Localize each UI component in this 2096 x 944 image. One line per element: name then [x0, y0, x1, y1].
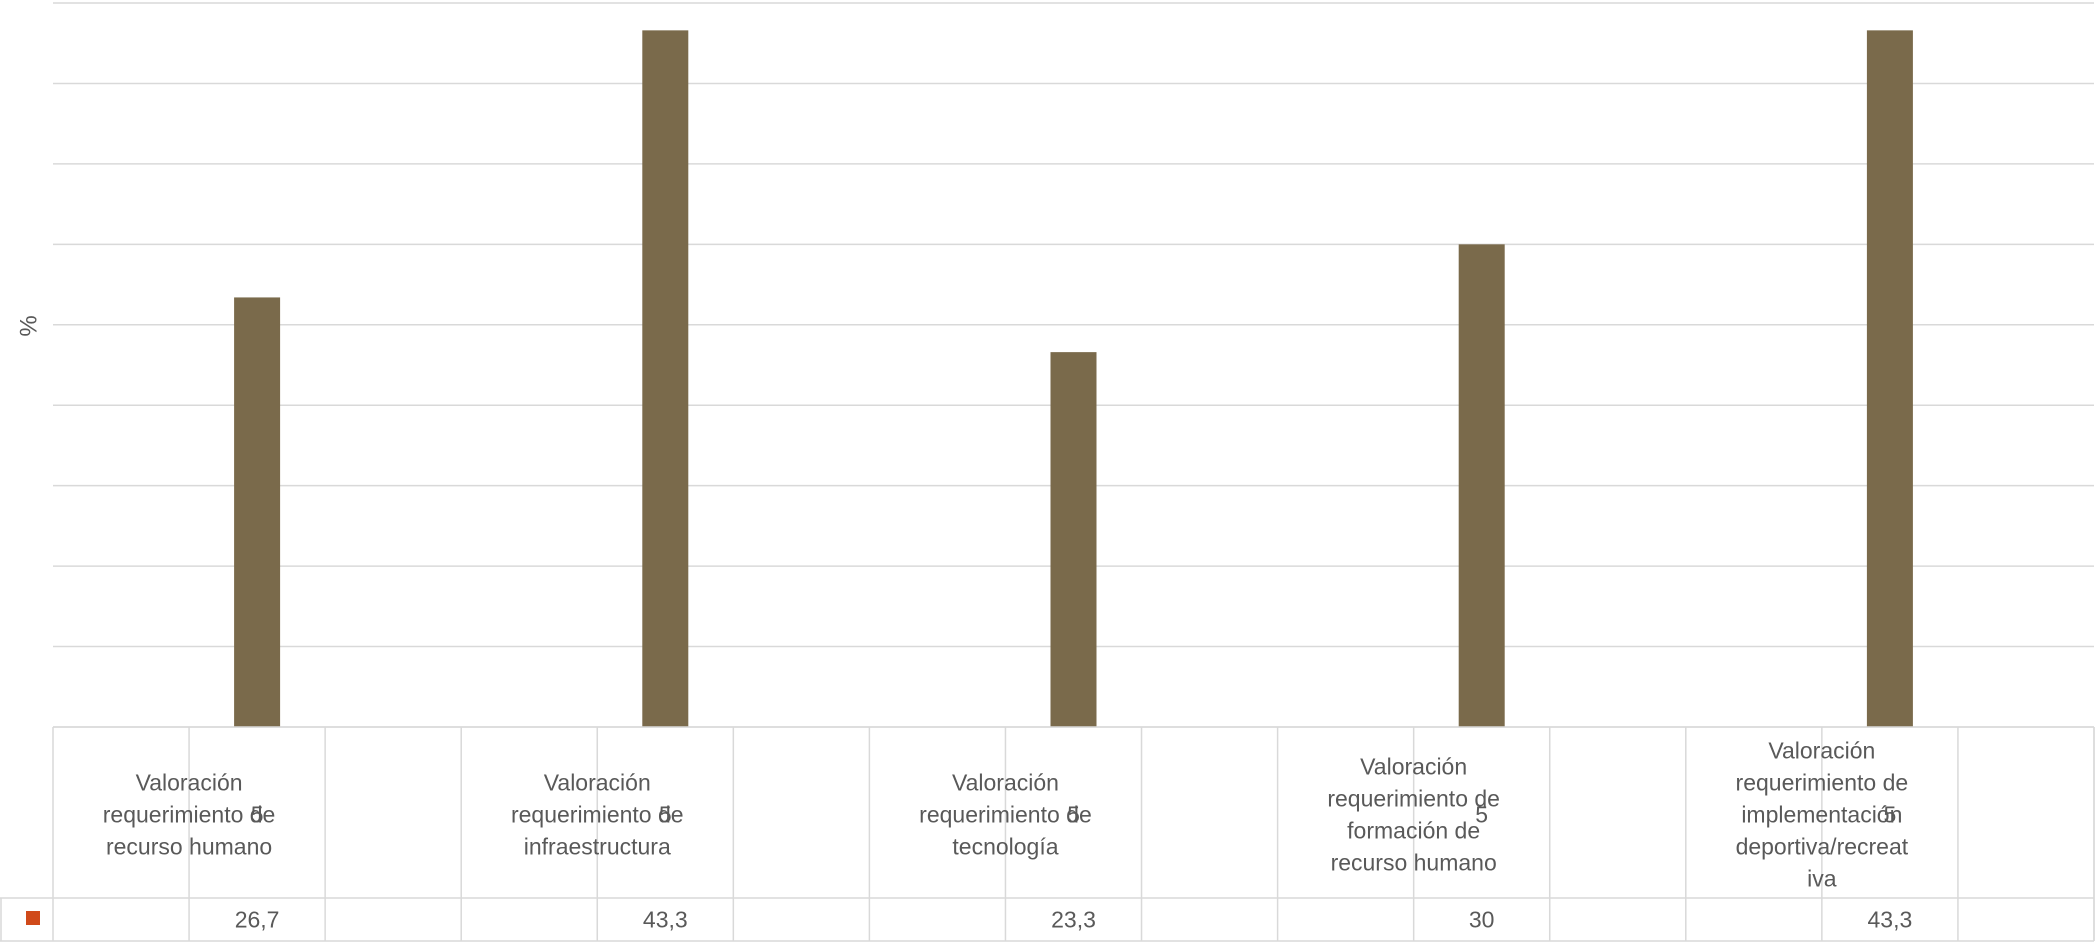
category-label: Valoración — [136, 770, 243, 796]
bar — [234, 297, 281, 727]
category-label: infraestructura — [524, 834, 671, 860]
bar — [1866, 30, 1913, 727]
category-label: requerimiento de — [1327, 786, 1500, 812]
bar — [642, 30, 689, 727]
subcategory-label: 5 — [1475, 802, 1488, 828]
y-axis-label: % — [15, 315, 42, 336]
category-label: Valoración — [1768, 738, 1875, 764]
data-label: 43,3 — [643, 907, 688, 933]
data-label: 43,3 — [1868, 907, 1913, 933]
subcategory-label: 5 — [1067, 802, 1080, 828]
bar — [1050, 352, 1097, 727]
data-label: 23,3 — [1051, 907, 1096, 933]
category-label: Valoración — [544, 770, 651, 796]
subcategory-label: 5 — [659, 802, 672, 828]
data-label: 30 — [1469, 907, 1495, 933]
category-label: deportiva/recreat — [1736, 834, 1909, 860]
bars — [234, 30, 1913, 728]
subcategory-label: 5 — [1884, 802, 1897, 828]
category-label: formación de — [1347, 818, 1480, 844]
category-label: iva — [1807, 866, 1837, 892]
data-label: 26,7 — [235, 907, 280, 933]
category-label: implementación — [1741, 802, 1902, 828]
category-label: tecnología — [952, 834, 1058, 860]
bar — [1458, 244, 1505, 728]
category-label: requerimiento de — [1736, 770, 1909, 796]
category-label: Valoración — [952, 770, 1059, 796]
category-label: requerimiento de — [511, 802, 684, 828]
category-label: Valoración — [1360, 754, 1467, 780]
category-label: recurso humano — [106, 834, 272, 860]
category-label: requerimiento de — [919, 802, 1092, 828]
category-label: requerimiento de — [103, 802, 276, 828]
subcategory-label: 5 — [251, 802, 264, 828]
legend-marker — [26, 911, 40, 925]
category-label: recurso humano — [1331, 850, 1497, 876]
data-table: Valoración requerimiento de recurso humano… — [0, 726, 2095, 942]
